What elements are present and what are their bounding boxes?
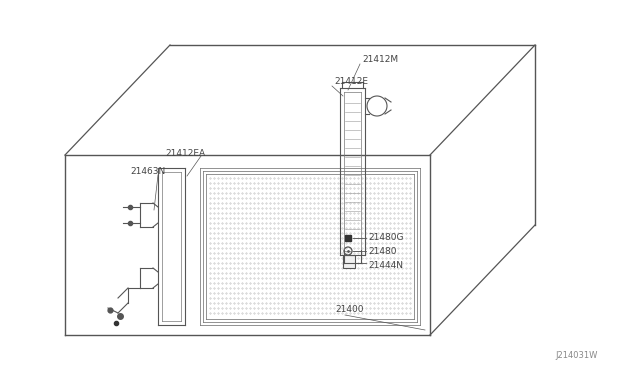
Text: 21400: 21400	[335, 305, 364, 314]
Bar	[343, 255, 355, 268]
Text: 21412EA: 21412EA	[165, 148, 205, 157]
Text: 21412M: 21412M	[362, 55, 398, 64]
Text: J214031W: J214031W	[555, 350, 597, 359]
Text: 21463N: 21463N	[130, 167, 165, 176]
Text: 21412E: 21412E	[334, 77, 368, 87]
Text: 21444N: 21444N	[368, 260, 403, 269]
Text: 21480G: 21480G	[368, 234, 403, 243]
Text: 21480: 21480	[368, 247, 397, 257]
